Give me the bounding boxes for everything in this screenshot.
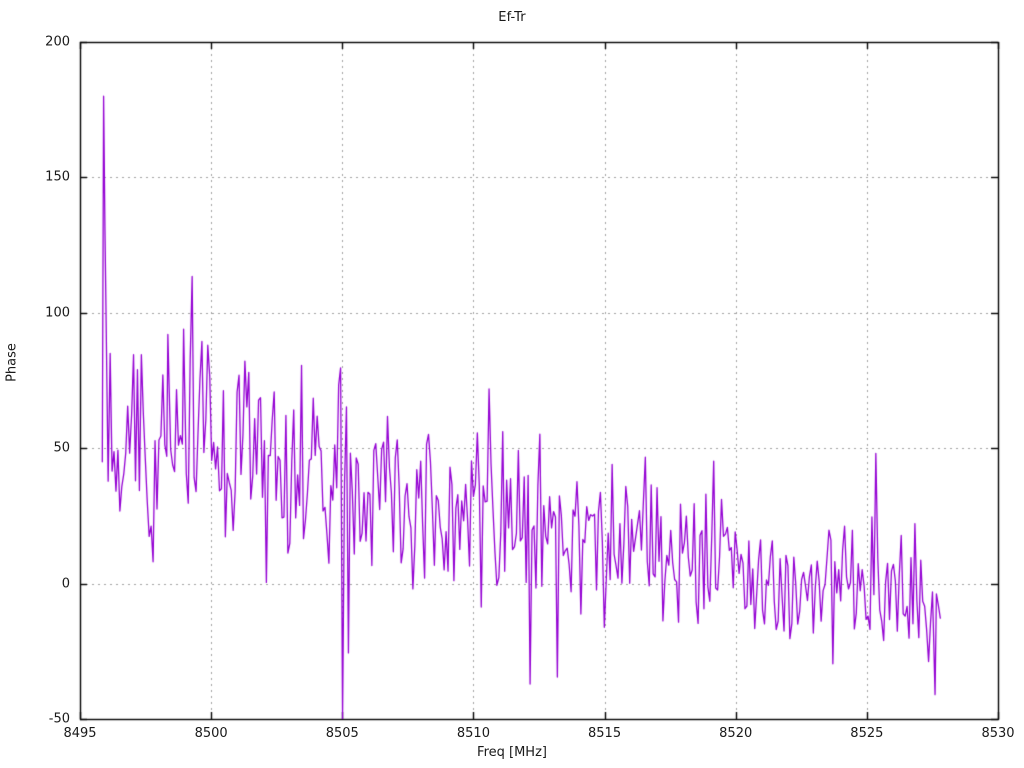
x-tick-label: 8505 bbox=[325, 726, 359, 741]
x-tick-label: 8520 bbox=[719, 726, 753, 741]
y-tick-label: 0 bbox=[61, 576, 70, 592]
x-tick-label: 8500 bbox=[194, 726, 228, 741]
y-tick-label: -50 bbox=[48, 711, 70, 727]
x-tick-label: 8530 bbox=[981, 726, 1015, 741]
y-tick-label: 150 bbox=[45, 169, 70, 185]
y-tick-label: 100 bbox=[45, 305, 70, 321]
x-axis-label: Freq [MHz] bbox=[477, 745, 547, 760]
x-tick-label: 8495 bbox=[63, 726, 97, 741]
y-tick-label: 50 bbox=[53, 440, 70, 456]
x-tick-label: 8525 bbox=[850, 726, 884, 741]
y-tick-label: 200 bbox=[45, 34, 70, 50]
x-tick-label: 8515 bbox=[588, 726, 622, 741]
x-tick-label: 8510 bbox=[456, 726, 490, 741]
y-axis-label: Phase bbox=[4, 343, 20, 382]
